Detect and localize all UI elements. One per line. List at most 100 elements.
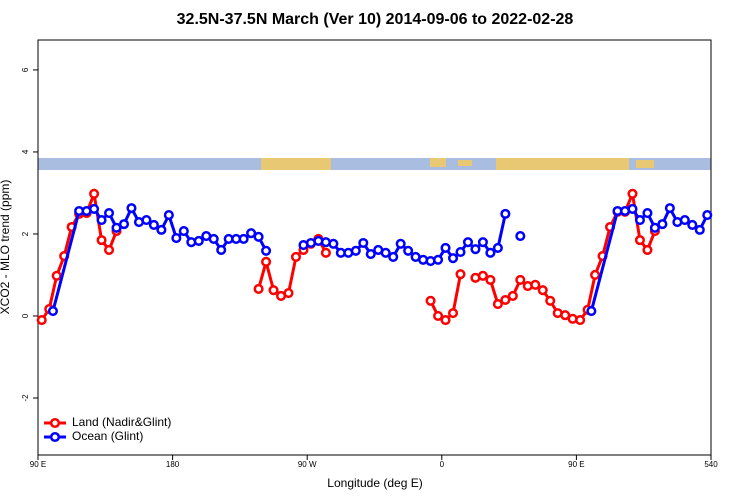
data-point <box>96 214 107 226</box>
data-point <box>163 210 174 221</box>
series-line <box>303 213 507 263</box>
data-point <box>560 310 571 321</box>
land-band <box>261 158 331 170</box>
data-point <box>440 315 451 326</box>
x-tick-label: 90 W <box>298 460 317 469</box>
data-point <box>530 279 541 290</box>
data-point <box>246 228 257 239</box>
data-point <box>485 274 496 285</box>
data-point <box>126 203 137 214</box>
land-band <box>430 158 446 167</box>
data-point <box>171 233 182 244</box>
data-point <box>395 238 406 249</box>
data-point <box>545 295 556 306</box>
data-point <box>507 290 518 301</box>
data-point <box>500 294 511 306</box>
data-point <box>111 222 122 233</box>
data-point <box>575 315 586 326</box>
y-tick-label: -2 <box>21 394 30 402</box>
data-point <box>47 306 59 317</box>
x-tick-label: 90 E <box>568 460 584 469</box>
legend-label: Land (Nadir&Glint) <box>72 415 171 429</box>
land-band <box>458 160 472 166</box>
x-tick-label: 540 <box>704 460 718 469</box>
data-point <box>320 247 331 258</box>
data-point <box>447 308 459 319</box>
data-point <box>634 235 646 246</box>
data-point <box>103 208 115 219</box>
data-point <box>350 245 361 256</box>
data-point <box>492 242 503 253</box>
data-point <box>425 295 436 306</box>
data-point <box>178 226 189 237</box>
data-point <box>433 310 444 322</box>
data-point <box>388 251 399 262</box>
data-point <box>462 237 474 248</box>
data-point <box>358 237 369 249</box>
data-point <box>290 251 302 262</box>
legend-marker <box>49 417 61 429</box>
data-point <box>627 188 638 199</box>
data-point <box>537 285 548 296</box>
data-point <box>216 244 227 256</box>
data-point <box>455 269 466 280</box>
data-point <box>89 188 100 199</box>
data-point <box>500 208 511 219</box>
data-point <box>268 285 279 296</box>
x-tick-label: 90 E <box>30 460 46 469</box>
data-point <box>642 244 653 256</box>
surface-band <box>38 158 711 170</box>
data-point <box>253 231 264 242</box>
data-point <box>664 203 675 214</box>
x-tick-label: 0 <box>440 460 445 469</box>
data-point <box>477 270 488 281</box>
data-point <box>679 214 690 226</box>
data-point <box>586 306 597 317</box>
data-point <box>492 299 503 310</box>
data-point <box>283 287 294 299</box>
data-point <box>642 208 653 219</box>
data-point <box>687 219 698 230</box>
y-axis-label: XCO2 - MLO trend (ppm) <box>0 180 12 315</box>
data-point <box>380 247 391 258</box>
data-point <box>455 246 466 258</box>
data-point <box>702 210 713 221</box>
data-point <box>694 224 705 235</box>
data-point <box>485 247 496 258</box>
data-point <box>470 244 481 255</box>
x-axis-label: Longitude (deg E) <box>327 476 422 490</box>
data-point <box>96 235 107 246</box>
data-point <box>649 222 660 233</box>
data-point <box>51 270 62 281</box>
data-point <box>447 253 459 264</box>
land-band <box>496 158 629 170</box>
x-tick-label: 180 <box>166 460 180 469</box>
y-tick-label: 0 <box>21 313 30 318</box>
land-band <box>636 160 654 168</box>
data-point <box>103 244 115 256</box>
data-point <box>261 245 272 256</box>
data-point <box>403 245 414 256</box>
data-point <box>440 242 451 253</box>
data-point <box>515 230 526 242</box>
legend-label: Ocean (Glint) <box>72 429 143 443</box>
data-point <box>238 233 249 244</box>
data-point <box>141 214 152 226</box>
data-point <box>148 219 159 230</box>
data-point <box>36 315 47 326</box>
y-tick-label: 6 <box>21 67 30 72</box>
data-point <box>477 237 488 248</box>
data-point <box>433 254 444 265</box>
data-point <box>118 219 130 230</box>
data-point <box>261 256 272 267</box>
data-point <box>193 235 204 246</box>
data-point <box>634 214 646 226</box>
data-point <box>627 203 638 215</box>
data-point <box>365 249 376 260</box>
data-point <box>208 233 219 244</box>
plot-frame <box>37 39 712 456</box>
data-point <box>657 219 668 230</box>
data-point <box>253 283 264 294</box>
y-tick-label: 4 <box>21 149 30 154</box>
